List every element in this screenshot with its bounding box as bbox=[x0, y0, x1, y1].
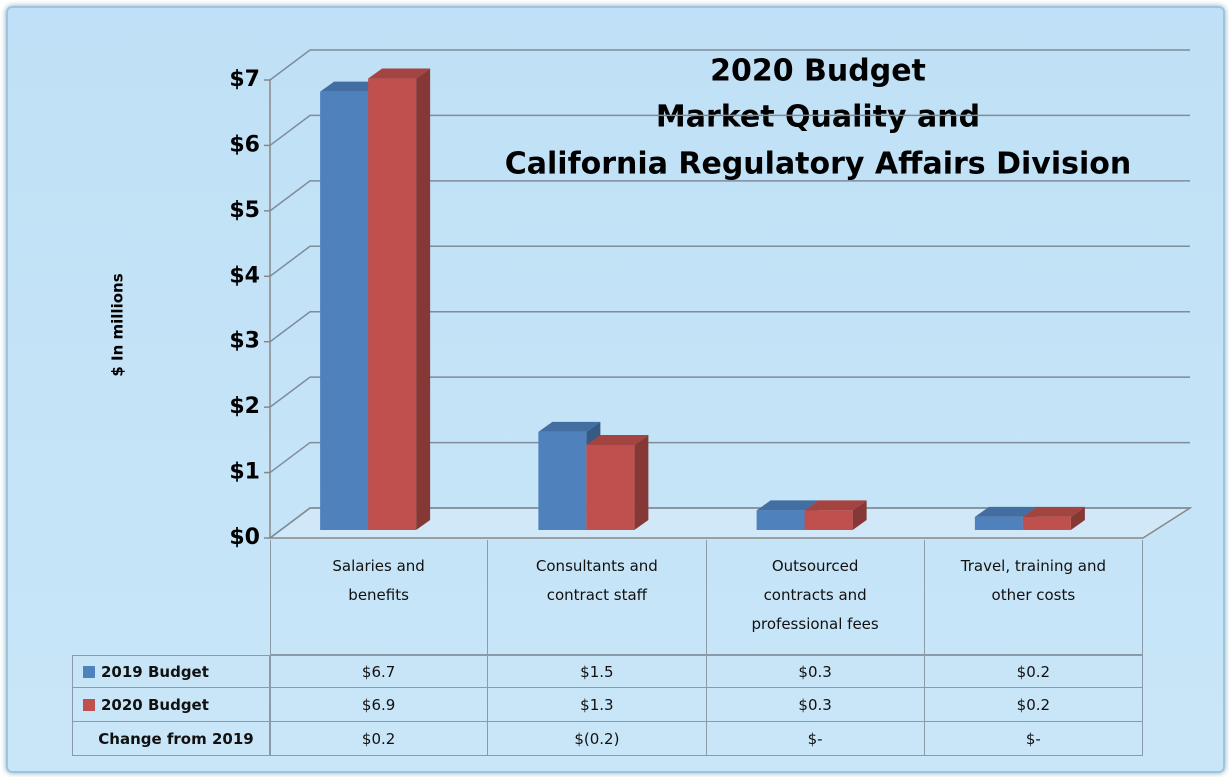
bar-top bbox=[586, 434, 649, 445]
bar bbox=[586, 434, 649, 530]
y-tick-label: $7 bbox=[229, 67, 260, 92]
row-label: 2020 Budget bbox=[72, 688, 270, 722]
category-label: Consultants and contract staff bbox=[488, 540, 707, 655]
y-tick-label: $1 bbox=[229, 460, 260, 485]
legend-label: 2020 Budget bbox=[101, 695, 209, 714]
bar-top bbox=[804, 500, 867, 511]
bar-front bbox=[804, 510, 853, 530]
y-tick-label: $5 bbox=[229, 198, 260, 223]
bar-top bbox=[368, 68, 431, 79]
bar-front bbox=[538, 431, 587, 530]
value-label: $- bbox=[706, 722, 925, 756]
bar-front bbox=[586, 444, 635, 530]
row-label: Change from 2019 bbox=[72, 722, 270, 756]
value-label: $(0.2) bbox=[488, 722, 707, 756]
category-label: Salaries and benefits bbox=[270, 540, 489, 655]
chart-title: 2020 Budget bbox=[710, 54, 926, 89]
bar-top bbox=[756, 500, 819, 511]
bar-top bbox=[974, 506, 1037, 517]
value-label: $1.3 bbox=[488, 688, 707, 722]
y-axis-label: $ In millions bbox=[109, 273, 127, 376]
bar-side bbox=[1070, 506, 1085, 530]
bar bbox=[1022, 506, 1085, 530]
legend-label: 2019 Budget bbox=[101, 662, 209, 681]
row-label: 2019 Budget bbox=[72, 655, 270, 688]
bar-front bbox=[756, 510, 805, 530]
grid-line bbox=[269, 376, 1190, 408]
value-label: $0.3 bbox=[706, 688, 925, 722]
bar-top bbox=[320, 81, 383, 92]
bar-front bbox=[1022, 516, 1071, 530]
bar bbox=[804, 500, 867, 530]
legend-label: Change from 2019 bbox=[98, 729, 254, 748]
bar-top bbox=[1022, 506, 1085, 517]
bar bbox=[368, 68, 431, 531]
grid-line bbox=[269, 114, 1190, 147]
category-label: Travel, training and other costs bbox=[924, 540, 1143, 655]
legend-swatch bbox=[83, 698, 95, 711]
bar-side bbox=[634, 434, 649, 530]
y-tick-label: $2 bbox=[229, 394, 260, 419]
category-label: Outsourced contracts and professional fe… bbox=[706, 540, 925, 655]
y-tick-label: $4 bbox=[229, 263, 260, 288]
grid-line bbox=[269, 507, 1190, 539]
value-label: $1.5 bbox=[488, 655, 707, 688]
bar-front bbox=[320, 91, 369, 530]
grid-line bbox=[269, 49, 1190, 81]
chart-title: Market Quality and bbox=[656, 100, 980, 135]
bar-side bbox=[416, 68, 431, 531]
value-label: $0.2 bbox=[270, 722, 489, 756]
bar-top bbox=[538, 421, 601, 432]
grid-line bbox=[269, 180, 1190, 212]
bar-side bbox=[852, 500, 867, 530]
legend-swatch bbox=[83, 665, 95, 678]
value-label: $- bbox=[924, 722, 1143, 756]
value-label: $0.2 bbox=[924, 688, 1143, 722]
value-label: $0.2 bbox=[924, 655, 1143, 688]
y-tick-label: $3 bbox=[229, 329, 260, 354]
value-label: $6.9 bbox=[270, 688, 489, 722]
bar-front bbox=[368, 78, 417, 531]
y-tick-label: $0 bbox=[229, 525, 260, 550]
bar-front bbox=[974, 516, 1023, 530]
grid-line bbox=[269, 245, 1190, 277]
value-label: $6.7 bbox=[270, 655, 489, 688]
y-tick-label: $6 bbox=[229, 132, 260, 157]
chart-title: California Regulatory Affairs Division bbox=[505, 147, 1131, 182]
chart-panel bbox=[6, 6, 1225, 773]
grid-line bbox=[269, 310, 1190, 343]
value-label: $0.3 bbox=[706, 655, 925, 688]
grid-line bbox=[269, 441, 1190, 474]
